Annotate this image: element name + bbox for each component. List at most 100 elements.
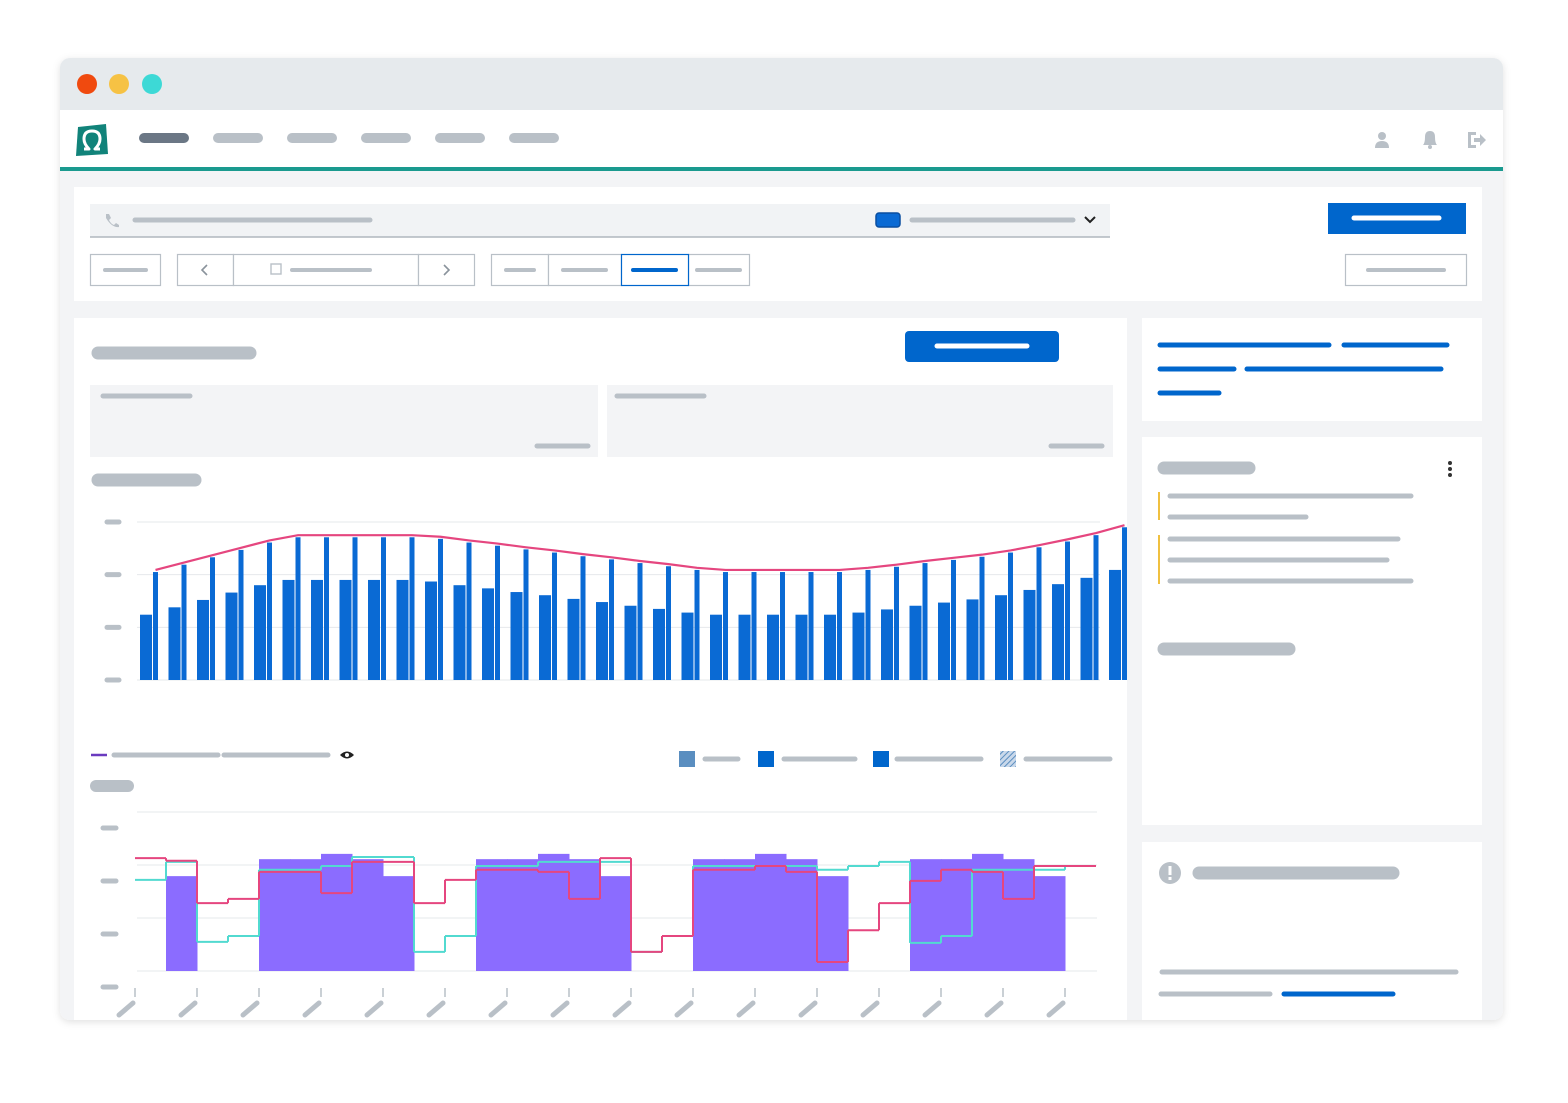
title-bar xyxy=(60,58,1503,110)
user-icon[interactable] xyxy=(1375,132,1389,148)
bar xyxy=(724,859,756,971)
bar xyxy=(267,542,272,680)
bar xyxy=(482,588,494,680)
bar xyxy=(510,592,523,680)
arrows xyxy=(200,264,451,276)
alert-icon-mark xyxy=(1168,866,1172,875)
bar xyxy=(966,599,979,680)
bar xyxy=(409,537,415,680)
bar xyxy=(666,566,671,680)
bar xyxy=(808,572,814,680)
bar xyxy=(600,876,632,971)
bar xyxy=(321,853,353,971)
bar xyxy=(324,537,329,680)
bar xyxy=(624,605,637,680)
bar xyxy=(539,595,551,680)
phone-icon xyxy=(106,214,119,228)
bar xyxy=(153,572,158,680)
bar xyxy=(786,859,818,971)
channel-icon xyxy=(875,212,901,228)
bar xyxy=(938,602,950,680)
bar xyxy=(225,592,238,680)
bar xyxy=(339,579,352,680)
close-dot[interactable] xyxy=(77,74,97,94)
x-tick-label xyxy=(178,1000,198,1018)
bar xyxy=(238,549,244,680)
notes-panel xyxy=(1142,437,1482,825)
bar xyxy=(922,563,928,680)
bar xyxy=(396,579,409,680)
bar xyxy=(767,614,779,680)
bar xyxy=(1023,589,1036,680)
x-tick-label xyxy=(612,1000,632,1018)
bar xyxy=(476,859,508,971)
x-tick-label xyxy=(860,1000,880,1018)
bar xyxy=(865,569,871,680)
bar xyxy=(817,876,849,971)
bar xyxy=(197,599,209,680)
bar xyxy=(653,608,665,680)
maximize-dot[interactable] xyxy=(142,74,162,94)
bar xyxy=(681,612,694,680)
minimize-dot[interactable] xyxy=(109,74,129,94)
bar xyxy=(507,859,539,971)
bar xyxy=(282,579,295,680)
menu-icon[interactable] xyxy=(1448,461,1452,477)
bar xyxy=(979,556,985,680)
bar xyxy=(495,545,500,680)
bar xyxy=(941,859,973,971)
prev-button[interactable] xyxy=(176,253,235,287)
bar xyxy=(694,569,700,680)
bar xyxy=(1036,547,1042,680)
x-tick-label xyxy=(550,1000,570,1018)
bar xyxy=(881,609,893,680)
bar xyxy=(140,614,152,680)
x-tick-label xyxy=(240,1000,260,1018)
bar xyxy=(910,859,942,971)
next-button[interactable] xyxy=(417,253,476,287)
nav-bar xyxy=(60,110,1503,168)
x-tick-label xyxy=(116,1000,136,1018)
charts xyxy=(100,519,1127,1018)
bar xyxy=(290,859,322,971)
bar xyxy=(168,607,181,680)
x-tick-label xyxy=(302,1000,322,1018)
bar xyxy=(1065,541,1070,680)
legend-swatch xyxy=(1000,751,1016,767)
bar xyxy=(972,853,1004,971)
bar xyxy=(894,566,899,680)
bar xyxy=(538,853,570,971)
bar xyxy=(1008,552,1013,680)
bar xyxy=(259,859,291,971)
bar xyxy=(751,572,757,680)
x-tick-label xyxy=(1046,1000,1066,1018)
bar xyxy=(738,614,751,680)
bar xyxy=(381,537,386,680)
bar xyxy=(609,559,614,680)
logout-icon[interactable] xyxy=(1468,132,1486,148)
x-tick-label xyxy=(736,1000,756,1018)
bar xyxy=(383,876,415,971)
x-tick-label xyxy=(674,1000,694,1018)
legend-swatch xyxy=(873,751,889,767)
bar xyxy=(425,581,437,680)
bar xyxy=(710,614,722,680)
bell-icon[interactable] xyxy=(1423,131,1437,149)
bar xyxy=(596,602,608,680)
bar xyxy=(466,542,472,680)
bar xyxy=(852,612,865,680)
logo[interactable] xyxy=(76,124,108,156)
bar xyxy=(352,859,384,971)
bar xyxy=(580,556,586,680)
trend-line xyxy=(155,524,1125,572)
alert-icon-dot xyxy=(1168,877,1172,880)
bar xyxy=(755,853,787,971)
bar xyxy=(723,572,728,680)
bar xyxy=(780,572,785,680)
dropdown-chevron[interactable] xyxy=(1084,216,1096,224)
bar xyxy=(637,563,643,680)
eye-icon[interactable] xyxy=(340,751,354,759)
bar xyxy=(368,579,380,680)
bar xyxy=(1034,876,1066,971)
